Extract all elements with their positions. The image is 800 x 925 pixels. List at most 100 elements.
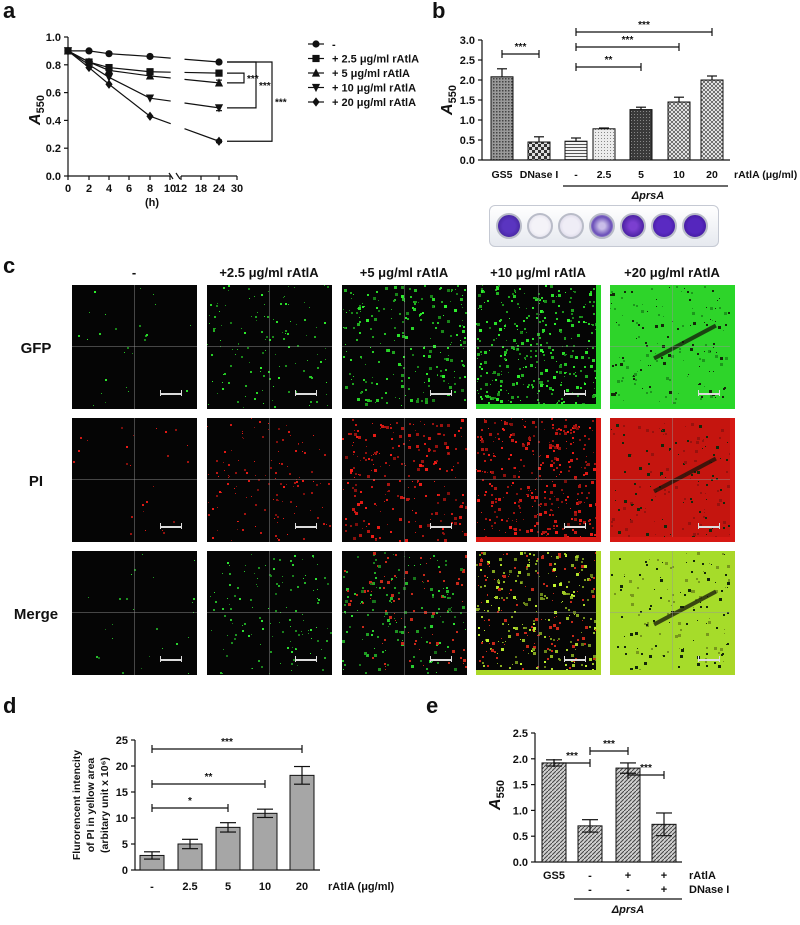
signal-speck xyxy=(634,378,637,381)
signal-speck xyxy=(383,475,386,477)
signal-speck xyxy=(562,345,564,347)
signal-speck xyxy=(723,632,725,634)
signal-speck xyxy=(544,497,547,500)
signal-speck xyxy=(715,351,717,353)
signal-speck xyxy=(526,555,529,558)
signal-speck xyxy=(476,338,479,341)
signal-speck xyxy=(543,598,546,601)
signal-speck xyxy=(385,666,387,668)
signal-speck xyxy=(374,503,377,506)
signal-speck xyxy=(416,482,418,484)
signal-speck xyxy=(697,580,700,583)
signal-speck xyxy=(422,535,425,538)
signal-speck xyxy=(584,626,588,630)
signal-speck xyxy=(363,456,366,459)
signal-speck xyxy=(266,315,269,318)
signal-speck xyxy=(611,292,615,296)
signal-speck xyxy=(549,625,552,629)
signal-speck xyxy=(527,573,531,577)
scale-bar xyxy=(698,523,720,529)
signal-speck xyxy=(492,441,494,443)
signal-speck xyxy=(725,643,727,645)
signal-speck xyxy=(220,672,223,674)
signal-speck xyxy=(638,323,641,326)
signal-speck xyxy=(372,582,376,586)
signal-speck xyxy=(557,402,559,404)
signal-speck xyxy=(268,608,270,610)
signal-speck xyxy=(553,592,555,594)
signal-speck xyxy=(588,292,592,296)
signal-speck xyxy=(623,471,626,474)
signal-speck xyxy=(193,612,194,614)
signal-speck xyxy=(364,381,367,383)
signal-speck xyxy=(508,318,510,320)
signal-speck xyxy=(316,367,319,369)
signal-speck xyxy=(623,574,625,576)
signal-speck xyxy=(536,667,539,670)
signal-speck xyxy=(292,658,295,661)
signal-speck xyxy=(350,432,353,435)
signal-speck xyxy=(438,642,441,645)
signal-speck xyxy=(669,378,672,381)
signal-speck xyxy=(644,662,648,665)
signal-speck xyxy=(544,649,548,653)
signal-speck xyxy=(661,654,663,656)
signal-speck xyxy=(519,487,522,490)
signal-speck xyxy=(291,651,293,654)
signal-speck xyxy=(687,588,691,592)
signal-speck xyxy=(615,490,616,492)
signal-speck xyxy=(511,418,513,420)
y-tick-label: 0.6 xyxy=(46,88,61,100)
signal-speck xyxy=(561,601,563,603)
signal-speck xyxy=(294,554,297,557)
signal-speck xyxy=(706,633,710,637)
y-tick-label: 10 xyxy=(116,813,128,825)
signal-speck xyxy=(579,387,582,390)
signal-speck xyxy=(537,513,538,515)
signal-speck xyxy=(344,517,347,520)
signal-speck xyxy=(378,586,381,589)
signal-speck xyxy=(349,309,350,311)
signal-speck xyxy=(570,595,574,599)
signal-speck xyxy=(302,633,304,635)
signal-speck xyxy=(242,624,244,626)
signal-speck xyxy=(208,501,210,503)
signal-speck xyxy=(496,579,500,583)
signal-speck xyxy=(477,634,480,637)
signal-speck xyxy=(591,575,594,578)
signal-speck xyxy=(391,579,393,581)
signal-speck xyxy=(353,375,355,377)
signal-speck xyxy=(435,327,437,330)
signal-speck xyxy=(377,526,381,530)
signal-speck xyxy=(422,582,424,584)
scale-bar xyxy=(564,656,586,662)
ratla-sign: + xyxy=(625,870,631,882)
signal-speck xyxy=(718,499,722,503)
signal-speck xyxy=(656,567,659,570)
signal-speck xyxy=(632,319,634,322)
signal-speck xyxy=(211,629,213,631)
signal-speck xyxy=(370,315,373,318)
signal-speck xyxy=(517,358,519,360)
signal-speck xyxy=(637,587,639,590)
signal-speck xyxy=(462,363,465,366)
signal-speck xyxy=(256,577,258,579)
signal-speck xyxy=(443,434,445,436)
signal-speck xyxy=(213,330,216,332)
signal-speck xyxy=(525,447,529,451)
signal-speck xyxy=(172,521,175,524)
signal-speck xyxy=(669,287,670,289)
signal-speck xyxy=(381,424,385,428)
signal-speck xyxy=(479,328,482,332)
signal-speck xyxy=(449,343,451,345)
signal-speck xyxy=(355,484,358,487)
signal-speck xyxy=(152,576,154,578)
signal-speck xyxy=(257,488,260,491)
signal-speck xyxy=(372,454,374,456)
signal-speck xyxy=(120,427,123,430)
signal-speck xyxy=(327,285,330,288)
signal-speck xyxy=(488,625,490,626)
signal-speck xyxy=(477,323,480,327)
signal-speck xyxy=(141,504,144,506)
signal-speck xyxy=(494,501,497,503)
